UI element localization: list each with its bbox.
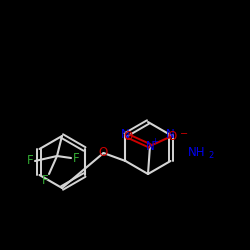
Text: −: − — [180, 129, 188, 139]
Text: N: N — [146, 140, 154, 152]
Text: N: N — [166, 128, 175, 141]
Text: O: O — [99, 146, 108, 160]
Text: NH: NH — [188, 146, 205, 160]
Text: 2: 2 — [208, 150, 213, 160]
Text: F: F — [27, 154, 33, 168]
Text: F: F — [42, 174, 48, 186]
Text: +: + — [152, 136, 158, 145]
Text: O: O — [168, 130, 176, 142]
Text: O: O — [124, 130, 132, 142]
Text: F: F — [73, 152, 79, 164]
Text: N: N — [121, 128, 130, 141]
